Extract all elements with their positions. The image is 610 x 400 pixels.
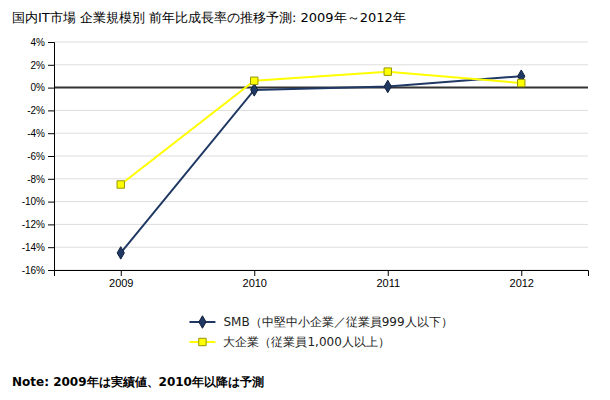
tick-mark (521, 270, 522, 276)
tick-label: 2010 (243, 277, 267, 289)
tick-mark (48, 42, 54, 43)
axis-domain (48, 43, 55, 271)
legend-item: SMB（中堅中小企業／従業員999人以下） (189, 315, 452, 329)
tick-label: -4% (27, 128, 45, 139)
x-tick: 2009 (109, 270, 133, 289)
axis-domain (55, 271, 589, 277)
x-tick: 2010 (243, 270, 267, 289)
tick-mark (48, 224, 54, 225)
grid-line (54, 64, 588, 65)
tick-mark (48, 65, 54, 66)
y-tick: -14% (22, 242, 54, 253)
tick-mark (388, 270, 389, 276)
title: 国内IT市場 企業規模別 前年比成長率の推移予測: 2009年～2012年 (12, 10, 406, 25)
point (384, 68, 391, 75)
y-tick: -16% (22, 265, 54, 276)
x-tick: 2012 (510, 270, 534, 289)
tick-mark (48, 156, 54, 157)
y-tick: -2% (27, 105, 54, 116)
point (251, 77, 258, 84)
y-tick: -4% (27, 128, 54, 139)
legend-marker (199, 316, 206, 328)
tick-label: 2% (31, 60, 46, 71)
x-tick: 2011 (376, 270, 400, 289)
grid-line (54, 224, 588, 225)
tick-label: 2011 (376, 277, 400, 289)
grid-line (54, 110, 588, 111)
legend-item: 大企業（従業員1,000人以上） (189, 335, 389, 349)
tick-mark (48, 110, 54, 111)
grid-line (54, 178, 588, 179)
tick-mark (48, 202, 54, 203)
x-axis: 2009 2010 2011 2012 (55, 270, 589, 289)
point (117, 247, 124, 259)
point (117, 181, 124, 188)
point (384, 80, 391, 92)
tick-label: 4% (31, 37, 46, 48)
tick-label: -6% (27, 151, 45, 162)
chart: 国内IT市場 企業規模別 前年比成長率の推移予測: 2009年～2012年 200… (0, 0, 610, 400)
grid (54, 42, 588, 270)
tick-label: -10% (22, 196, 45, 207)
y-tick: -10% (22, 196, 54, 207)
tick-label: -12% (22, 219, 45, 230)
tick-label: 0% (31, 82, 46, 93)
y-tick: 4% (31, 37, 54, 48)
grid-line (54, 133, 588, 134)
note: Note: 2009年は実績値、2010年以降は予測 (12, 375, 264, 389)
tick-mark (48, 247, 54, 248)
tick-label: -14% (22, 242, 45, 253)
y-tick: -6% (27, 151, 54, 162)
y-tick: -8% (27, 174, 54, 185)
legend-marker (199, 338, 206, 345)
grid-line (54, 247, 588, 248)
y-tick: -12% (22, 219, 54, 230)
y-tick: 2% (31, 60, 54, 71)
tick-mark (48, 133, 54, 134)
grid-line (54, 156, 588, 157)
tick-label: -8% (27, 174, 45, 185)
legend-label: 大企業（従業員1,000人以上） (223, 335, 389, 349)
series-line (121, 76, 522, 253)
tick-mark (48, 88, 54, 89)
legend-label: SMB（中堅中小企業／従業員999人以下） (223, 315, 452, 329)
tick-mark (121, 270, 122, 276)
tick-label: -16% (22, 265, 45, 276)
tick-mark (48, 179, 54, 180)
tick-mark (254, 270, 255, 276)
tick-label: 2012 (510, 277, 534, 289)
point (518, 79, 525, 86)
tick-label: 2009 (109, 277, 133, 289)
y-tick: 0% (31, 82, 54, 93)
tick-mark (48, 270, 54, 271)
series-line (121, 72, 522, 185)
legend: SMB（中堅中小企業／従業員999人以下） 大企業（従業員1,000人以上） (189, 315, 452, 349)
tick-label: -2% (27, 105, 45, 116)
plot-marks (117, 68, 525, 259)
grid-line (54, 201, 588, 202)
series-points (117, 70, 525, 259)
grid-line (54, 42, 588, 43)
point (251, 84, 258, 96)
series-points (117, 68, 525, 188)
y-axis: -16% -14% -12% -10% -8% -6% -4% -2% 0% 2% 4% (22, 37, 55, 276)
